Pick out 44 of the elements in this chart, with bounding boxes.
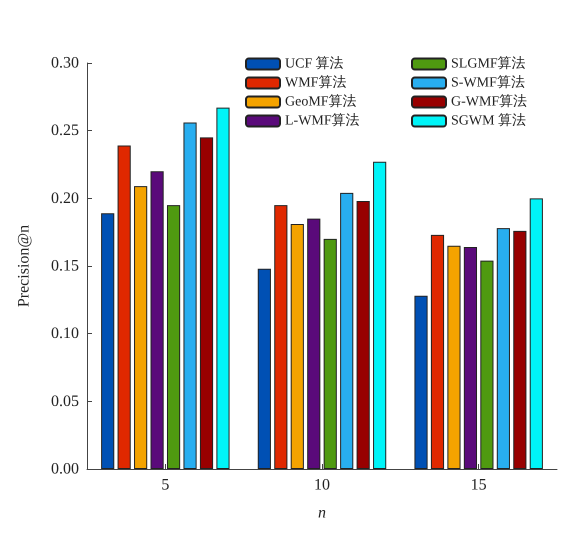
legend-label: WMF算法	[285, 74, 346, 90]
bar	[101, 213, 114, 469]
bar	[258, 268, 271, 469]
x-tick-label: 15	[470, 476, 487, 494]
legend-label: UCF 算法	[285, 56, 344, 72]
y-tick-label: 0.30	[51, 54, 79, 72]
y-tick-label: 0.10	[51, 325, 79, 342]
bar	[307, 218, 320, 469]
y-tick-label: 0.05	[51, 392, 79, 410]
bar	[290, 224, 304, 469]
bar	[480, 260, 494, 469]
legend-label: SLGMF算法	[451, 56, 526, 72]
bar	[513, 230, 526, 469]
bar	[447, 246, 461, 469]
bar	[340, 192, 354, 469]
bar	[216, 108, 230, 469]
bar	[166, 205, 180, 469]
legend-label: L-WMF算法	[285, 112, 360, 128]
legend-label: GeoMF算法	[285, 94, 357, 110]
bar	[356, 201, 370, 469]
legend-label: G-WMF算法	[451, 94, 528, 110]
bar	[464, 247, 478, 469]
bar	[200, 137, 214, 469]
bar	[373, 162, 386, 469]
y-tick-label: 0.25	[51, 122, 79, 140]
y-tick-label: 0.15	[51, 258, 79, 274]
legend-label: S-WMF算法	[451, 74, 525, 90]
bar	[118, 146, 131, 469]
y-axis-title: Precision@n	[16, 224, 32, 308]
x-tick-label: 10	[314, 476, 330, 494]
y-tick-label: 0.20	[51, 190, 79, 207]
legend-label: SGWM 算法	[451, 112, 526, 128]
bar	[496, 228, 510, 469]
bar	[414, 296, 428, 469]
bar	[274, 205, 288, 469]
x-tick-label: 5	[161, 476, 170, 494]
bar	[134, 186, 148, 469]
bar	[430, 234, 444, 469]
x-axis-title: n	[318, 504, 326, 522]
bar	[150, 171, 164, 469]
bar	[183, 122, 197, 469]
bar	[530, 198, 543, 469]
y-tick-label: 0.00	[51, 460, 79, 478]
bar	[324, 238, 337, 469]
